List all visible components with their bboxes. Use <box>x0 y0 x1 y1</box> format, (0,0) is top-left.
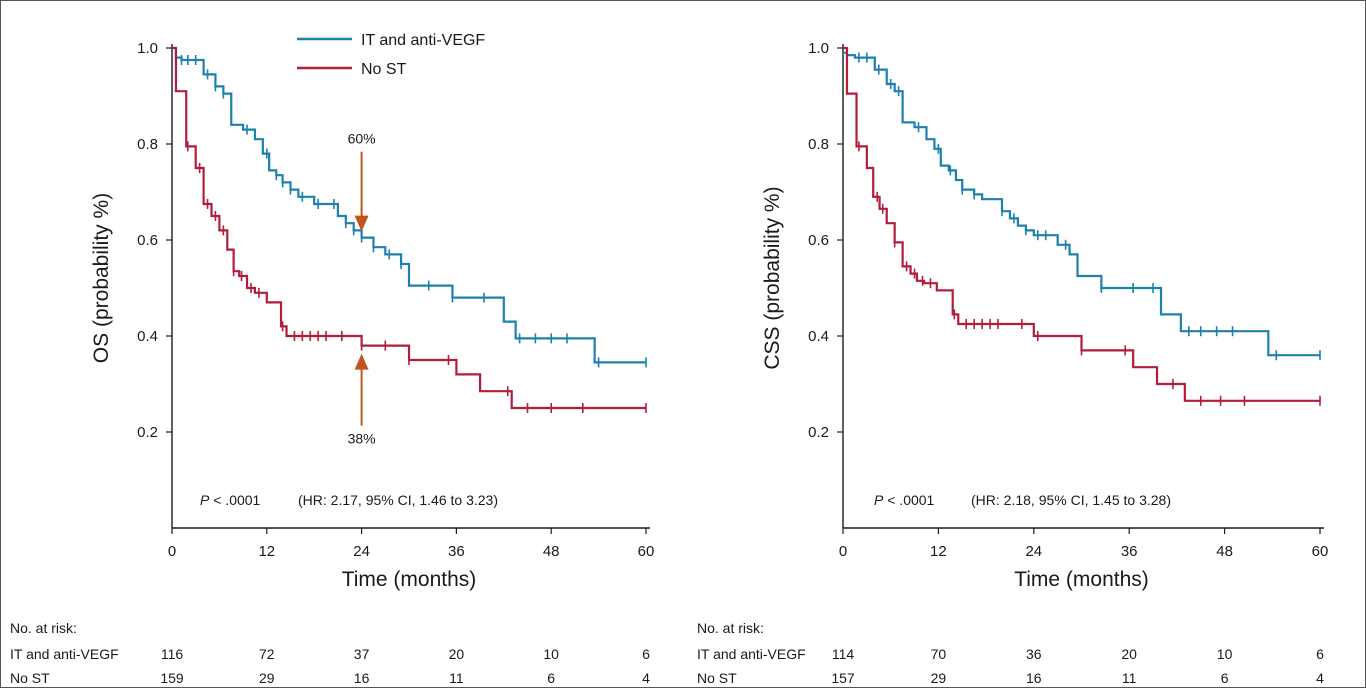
annotation-arrow-head <box>355 216 369 232</box>
x-tick-label: 0 <box>839 543 847 560</box>
x-tick-label: 12 <box>258 543 275 560</box>
risk-cell: 20 <box>449 646 465 662</box>
risk-cell: 4 <box>642 670 650 686</box>
y-axis-title: OS (probability %) <box>90 193 113 363</box>
risk-cell: 70 <box>931 646 947 662</box>
risk-table-title: No. at risk: <box>10 620 77 636</box>
y-tick-label: 0.2 <box>137 424 158 441</box>
y-tick-label: 0.8 <box>137 136 158 153</box>
hr-text: (HR: 2.17, 95% CI, 1.46 to 3.23) <box>298 492 498 508</box>
chart-panel-2: 0.2 0.4 0.6 0.8 1.0 0 12 24 36 48 60 Time (months) C… <box>761 40 1328 591</box>
x-tick-label: 48 <box>1216 543 1233 560</box>
x-tick-label: 60 <box>638 543 655 560</box>
risk-cell: 159 <box>160 670 183 686</box>
risk-row-label: No ST <box>10 670 50 686</box>
legend-label: No ST <box>361 61 407 78</box>
risk-cell: 36 <box>1026 646 1042 662</box>
chart-panel-1: 0.2 0.4 0.6 0.8 1.0 0 12 24 36 48 60 Time (months) O… <box>90 32 654 591</box>
annotation-arrow-head <box>355 354 369 370</box>
risk-cell: 4 <box>1316 670 1324 686</box>
risk-cell: 29 <box>931 670 947 686</box>
risk-cell: 72 <box>259 646 275 662</box>
risk-cell: 37 <box>354 646 370 662</box>
y-tick-label: 0.4 <box>137 328 158 345</box>
x-axis-title: Time (months) <box>1014 568 1149 591</box>
series-line-it-anti-vegf <box>172 48 646 362</box>
risk-cell: 6 <box>1316 646 1324 662</box>
y-tick-label: 1.0 <box>137 40 158 57</box>
risk-cell: 157 <box>831 670 854 686</box>
x-tick-label: 36 <box>1121 543 1138 560</box>
risk-cell: 20 <box>1121 646 1137 662</box>
risk-cell: 6 <box>1221 670 1229 686</box>
p-value-text: P < .0001 <box>874 492 935 508</box>
x-tick-label: 12 <box>930 543 947 560</box>
y-tick-label: 1.0 <box>808 40 829 57</box>
risk-cell: 16 <box>354 670 370 686</box>
y-axis-title: CSS (probability %) <box>761 186 784 369</box>
hr-text: (HR: 2.18, 95% CI, 1.45 to 3.28) <box>971 492 1171 508</box>
risk-cell: 114 <box>832 646 854 662</box>
x-tick-label: 0 <box>168 543 176 560</box>
risk-cell: 11 <box>449 670 464 686</box>
risk-cell: 116 <box>161 646 183 662</box>
risk-row-label: IT and anti-VEGF <box>10 646 119 662</box>
risk-row-label: IT and anti-VEGF <box>697 646 806 662</box>
annotation-label: 60% <box>348 131 376 147</box>
risk-cell: 16 <box>1026 670 1042 686</box>
x-tick-label: 60 <box>1312 543 1329 560</box>
risk-cell: 11 <box>1122 670 1137 686</box>
risk-cell: 29 <box>259 670 275 686</box>
y-tick-label: 0.6 <box>137 232 158 249</box>
annotation-label: 38% <box>348 431 376 447</box>
legend-label: IT and anti-VEGF <box>361 32 485 49</box>
risk-cell: 10 <box>543 646 559 662</box>
y-tick-label: 0.6 <box>808 232 829 249</box>
x-axis-title: Time (months) <box>342 568 477 591</box>
x-tick-label: 48 <box>543 543 560 560</box>
series-line-no-st <box>172 48 646 408</box>
x-tick-label: 24 <box>353 543 370 560</box>
risk-cell: 6 <box>547 670 555 686</box>
risk-row-label: No ST <box>697 670 737 686</box>
x-tick-label: 24 <box>1025 543 1042 560</box>
y-tick-label: 0.8 <box>808 136 829 153</box>
y-tick-label: 0.2 <box>808 424 829 441</box>
series-line-it-anti-vegf <box>843 53 1320 355</box>
y-tick-label: 0.4 <box>808 328 829 345</box>
risk-cell: 6 <box>642 646 650 662</box>
risk-table-title: No. at risk: <box>697 620 764 636</box>
p-value-text: P < .0001 <box>200 492 261 508</box>
risk-cell: 10 <box>1217 646 1233 662</box>
x-tick-label: 36 <box>448 543 465 560</box>
